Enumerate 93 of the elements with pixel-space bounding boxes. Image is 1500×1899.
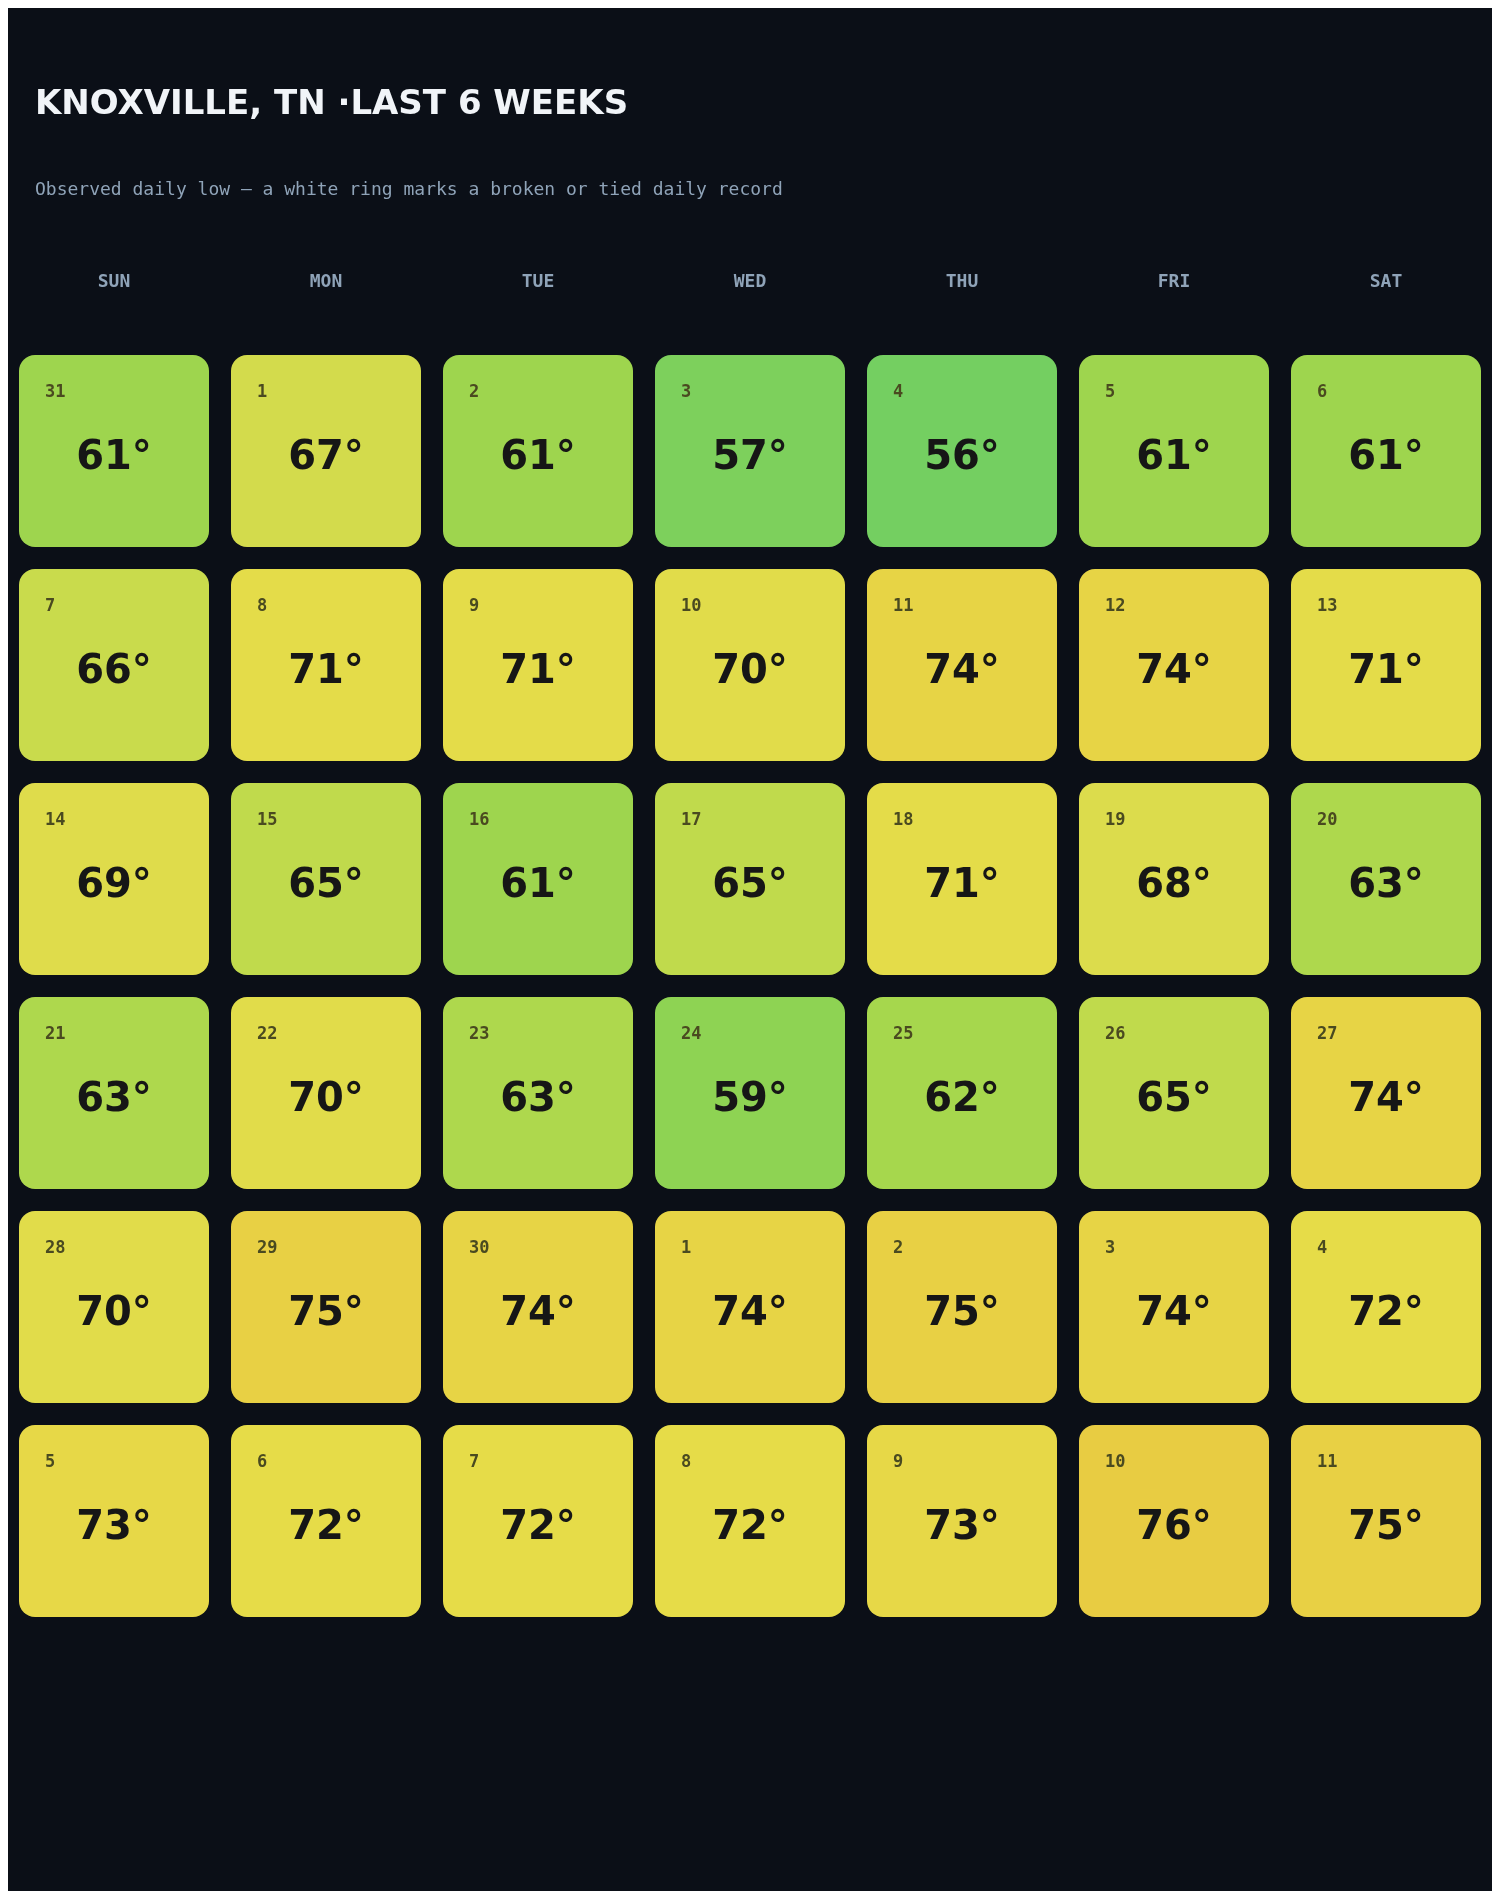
annotation: 16 xyxy=(469,809,490,829)
data-label: 72° xyxy=(500,1502,576,1548)
chart-subtitle: Observed daily low — a white ring marks a broken or tied daily record xyxy=(35,177,783,199)
data-label: 65° xyxy=(712,860,788,906)
data-label: 75° xyxy=(924,1288,1000,1334)
data-label: 72° xyxy=(712,1502,788,1548)
annotation: 31 xyxy=(45,381,66,401)
annotation: 18 xyxy=(893,809,914,829)
x-tick-label: TUE xyxy=(521,269,555,291)
data-label: 67° xyxy=(288,432,364,478)
annotation: 2 xyxy=(469,381,480,401)
data-label: 66° xyxy=(76,646,152,692)
data-label: 71° xyxy=(1348,646,1424,692)
annotation: 30 xyxy=(469,1237,490,1257)
data-label: 61° xyxy=(500,432,576,478)
annotation: 4 xyxy=(1317,1237,1328,1257)
x-tick-label: FRI xyxy=(1157,269,1191,291)
annotation: 9 xyxy=(893,1451,904,1471)
annotation: 10 xyxy=(1105,1451,1126,1471)
annotation: 7 xyxy=(45,595,56,615)
annotation: 28 xyxy=(45,1237,66,1257)
data-label: 74° xyxy=(924,646,1000,692)
data-label: 65° xyxy=(1136,1074,1212,1120)
annotation: 23 xyxy=(469,1023,490,1043)
data-label: 71° xyxy=(924,860,1000,906)
data-label: 57° xyxy=(712,432,788,478)
annotation: 4 xyxy=(893,381,904,401)
data-label: 76° xyxy=(1136,1502,1212,1548)
annotation: 8 xyxy=(257,595,268,615)
data-label: 68° xyxy=(1136,860,1212,906)
data-label: 73° xyxy=(924,1502,1000,1548)
data-label: 69° xyxy=(76,860,152,906)
annotation: 10 xyxy=(681,595,702,615)
annotation: 6 xyxy=(257,1451,268,1471)
data-label: 70° xyxy=(76,1288,152,1334)
annotation: 14 xyxy=(45,809,66,829)
data-label: 62° xyxy=(924,1074,1000,1120)
data-label: 71° xyxy=(500,646,576,692)
annotation: 19 xyxy=(1105,809,1126,829)
data-label: 63° xyxy=(76,1074,152,1120)
annotation: 29 xyxy=(257,1237,278,1257)
annotation: 21 xyxy=(45,1023,66,1043)
x-tick-label: WED xyxy=(733,269,767,291)
annotation: 3 xyxy=(1105,1237,1116,1257)
data-label: 74° xyxy=(1136,1288,1212,1334)
data-label: 63° xyxy=(1348,860,1424,906)
data-label: 71° xyxy=(288,646,364,692)
annotation: 20 xyxy=(1317,809,1338,829)
annotation: 6 xyxy=(1317,381,1328,401)
annotation: 11 xyxy=(1317,1451,1338,1471)
annotation: 2 xyxy=(893,1237,904,1257)
annotation: 11 xyxy=(893,595,914,615)
annotation: 1 xyxy=(257,381,268,401)
data-label: 70° xyxy=(712,646,788,692)
data-label: 63° xyxy=(500,1074,576,1120)
annotation: 1 xyxy=(681,1237,692,1257)
data-label: 74° xyxy=(712,1288,788,1334)
data-label: 59° xyxy=(712,1074,788,1120)
annotation: 22 xyxy=(257,1023,278,1043)
data-label: 74° xyxy=(500,1288,576,1334)
data-label: 72° xyxy=(288,1502,364,1548)
annotation: 27 xyxy=(1317,1023,1338,1043)
annotation: 26 xyxy=(1105,1023,1126,1043)
x-tick-label: SUN xyxy=(97,269,131,291)
annotation: 17 xyxy=(681,809,702,829)
data-label: 74° xyxy=(1136,646,1212,692)
data-label: 65° xyxy=(288,860,364,906)
annotation: 9 xyxy=(469,595,480,615)
data-label: 75° xyxy=(288,1288,364,1334)
annotation: 5 xyxy=(1105,381,1116,401)
annotation: 15 xyxy=(257,809,278,829)
annotation: 3 xyxy=(681,381,692,401)
annotation: 5 xyxy=(45,1451,56,1471)
annotation: 24 xyxy=(681,1023,702,1043)
data-label: 61° xyxy=(1136,432,1212,478)
data-label: 73° xyxy=(76,1502,152,1548)
data-label: 74° xyxy=(1348,1074,1424,1120)
x-tick-label: MON xyxy=(309,269,343,291)
annotation: 12 xyxy=(1105,595,1126,615)
annotation: 13 xyxy=(1317,595,1338,615)
data-label: 61° xyxy=(500,860,576,906)
x-tick-label: SAT xyxy=(1369,269,1403,291)
data-label: 61° xyxy=(76,432,152,478)
data-label: 72° xyxy=(1348,1288,1424,1334)
chart-title: KNOXVILLE, TN ·LAST 6 WEEKS xyxy=(35,82,629,122)
annotation: 7 xyxy=(469,1451,480,1471)
data-label: 56° xyxy=(924,432,1000,478)
annotation: 8 xyxy=(681,1451,692,1471)
data-label: 70° xyxy=(288,1074,364,1120)
annotation: 25 xyxy=(893,1023,914,1043)
x-tick-label: THU xyxy=(945,269,979,291)
data-label: 75° xyxy=(1348,1502,1424,1548)
data-label: 61° xyxy=(1348,432,1424,478)
